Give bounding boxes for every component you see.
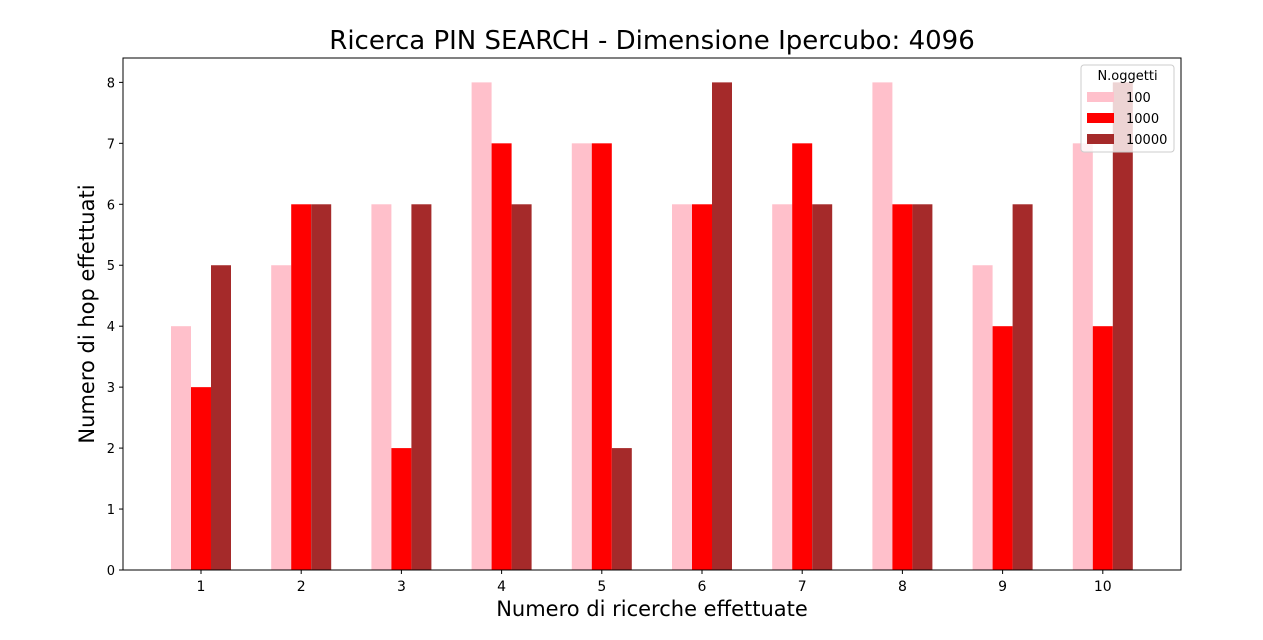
bar-1000-4 — [491, 143, 512, 570]
x-tick-label: 8 — [898, 579, 907, 595]
x-tick-label: 9 — [998, 579, 1007, 595]
bar-1000-9 — [992, 326, 1013, 570]
legend-swatch-1000 — [1087, 113, 1114, 123]
y-axis: 0 1 2 3 4 5 6 7 8 — [107, 76, 123, 579]
x-tick-label: 4 — [497, 579, 506, 595]
y-tick-label: 2 — [107, 442, 115, 457]
bar-10000-5 — [611, 448, 632, 570]
bar-100-10 — [1072, 143, 1093, 570]
x-tick-label: 3 — [397, 579, 406, 595]
y-tick-label: 4 — [107, 320, 115, 335]
x-axis-label: Numero di ricerche effettuate — [496, 597, 808, 621]
bar-100-9 — [972, 265, 993, 570]
bar-100-6 — [672, 204, 692, 571]
x-tick-label: 2 — [297, 579, 306, 595]
x-tick-label: 6 — [698, 579, 707, 595]
chart-title: Ricerca PIN SEARCH - Dimensione Ipercubo… — [329, 26, 974, 56]
bar-10000-1 — [211, 265, 231, 570]
legend: N.oggetti 100 1000 10000 — [1080, 64, 1175, 153]
bar-100-3 — [371, 204, 392, 571]
bar-1000-6 — [692, 204, 712, 571]
y-tick-label: 0 — [107, 564, 115, 579]
legend-label-1000: 1000 — [1126, 112, 1159, 127]
x-tick-label: 7 — [798, 579, 807, 595]
bar-10000-4 — [511, 204, 532, 571]
bar-1000-8 — [892, 204, 913, 571]
legend-label-10000: 10000 — [1126, 133, 1167, 148]
bar-100-1 — [171, 326, 191, 570]
bar-10000-8 — [912, 204, 933, 571]
legend-box — [1080, 64, 1175, 153]
bar-100-2 — [271, 265, 292, 570]
x-tick-label: 5 — [597, 579, 606, 595]
bar-1000-7 — [792, 143, 813, 570]
bar-10000-2 — [311, 204, 332, 571]
bar-100-5 — [571, 143, 592, 570]
x-axis: 1 2 3 4 5 6 7 8 9 10 — [197, 570, 1112, 595]
bars-group — [171, 82, 1133, 571]
legend-items: 100 1000 10000 — [1087, 91, 1167, 148]
bar-1000-2 — [291, 204, 312, 571]
x-tick-label: 10 — [1094, 579, 1112, 595]
bar-100-8 — [872, 82, 893, 570]
y-tick-label: 3 — [107, 381, 115, 396]
legend-swatch-100 — [1087, 92, 1114, 102]
bar-10000-6 — [712, 82, 732, 570]
legend-label-100: 100 — [1126, 91, 1151, 106]
x-tick-label: 1 — [197, 579, 206, 595]
y-tick-label: 7 — [107, 137, 115, 152]
bar-100-7 — [772, 204, 793, 571]
y-tick-label: 5 — [107, 259, 115, 274]
y-axis-label: Numero di hop effettuati — [75, 184, 99, 443]
bar-10000-3 — [411, 204, 432, 571]
bar-1000-1 — [191, 387, 211, 570]
y-tick-label: 1 — [107, 503, 115, 518]
bar-1000-3 — [391, 448, 412, 570]
bar-1000-5 — [591, 143, 612, 570]
legend-title: N.oggetti — [1097, 69, 1157, 84]
legend-swatch-10000 — [1087, 134, 1114, 144]
y-tick-label: 8 — [107, 76, 115, 91]
plot-frame — [122, 57, 1182, 571]
bar-10000-7 — [812, 204, 833, 571]
bar-10000-9 — [1012, 204, 1033, 571]
bar-1000-10 — [1092, 326, 1113, 570]
y-tick-label: 6 — [107, 198, 115, 213]
bar-10000-10 — [1112, 82, 1133, 570]
bar-100-4 — [471, 82, 492, 570]
